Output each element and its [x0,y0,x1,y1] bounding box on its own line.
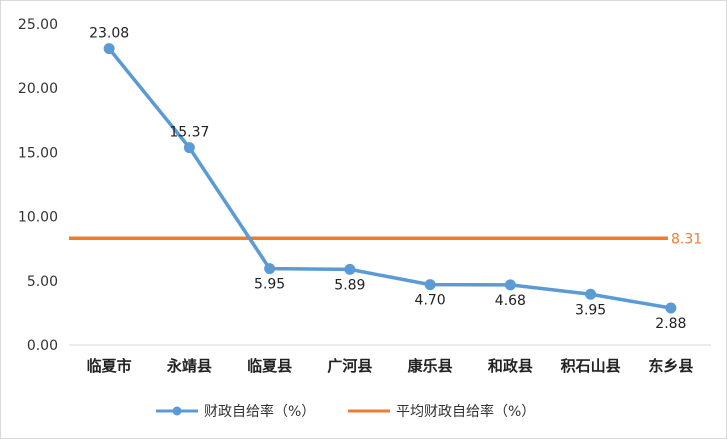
y-tick-label-2: 10.00 [18,210,58,226]
x-tick-label-1: 永靖县 [166,357,212,375]
x-tick-label-4: 康乐县 [408,357,453,375]
legend-main-marker [172,406,182,416]
data-label-7: 2.88 [655,316,686,332]
x-tick-label-6: 积石山县 [561,357,621,375]
x-tick-label-5: 和政县 [488,357,533,375]
legend-main-label: 财政自给率（%） [204,403,315,420]
x-tick-label-0: 临夏市 [87,357,132,375]
data-label-3: 5.89 [334,277,365,293]
y-tick-label-1: 5.00 [27,274,58,290]
data-label-0: 23.08 [89,26,129,42]
data-label-1: 15.37 [169,125,209,141]
data-point-0 [103,43,115,55]
data-point-7 [665,302,677,314]
average-data-label: 8.31 [671,231,702,247]
legend-item-average: 平均财政自给率（%） [348,403,535,420]
data-label-4: 4.70 [415,293,446,309]
x-tick-label-2: 临夏县 [247,357,292,375]
series-line [107,47,672,310]
data-point-4 [424,279,436,291]
data-point-3 [344,263,356,275]
x-axis: 临夏市 永靖县 临夏县 广河县 康乐县 和政县 积石山县 东乡县 [87,357,694,375]
main-series: 23.08 15.37 5.95 5.89 4.70 4.68 3.95 2.88 [89,26,686,332]
legend: 财政自给率（%） 平均财政自给率（%） [156,403,535,420]
y-tick-label-5: 25.00 [18,17,58,33]
data-label-2: 5.95 [254,277,285,293]
data-point-5 [504,279,516,291]
x-tick-label-7: 东乡县 [648,357,693,375]
y-tick-label-3: 15.00 [18,145,58,161]
x-tick-label-3: 广河县 [327,357,372,375]
legend-item-main: 财政自给率（%） [156,403,315,420]
average-series: 8.31 [69,231,702,247]
legend-average-label: 平均财政自给率（%） [396,403,535,420]
data-label-5: 4.68 [495,293,526,309]
data-point-2 [264,263,276,275]
data-point-6 [585,288,597,300]
y-axis: 0.00 5.00 10.00 15.00 20.00 25.00 [18,17,58,354]
data-label-6: 3.95 [575,302,606,318]
data-point-1 [183,142,195,154]
y-tick-label-4: 20.00 [18,81,58,97]
y-tick-label-0: 0.00 [27,338,58,354]
